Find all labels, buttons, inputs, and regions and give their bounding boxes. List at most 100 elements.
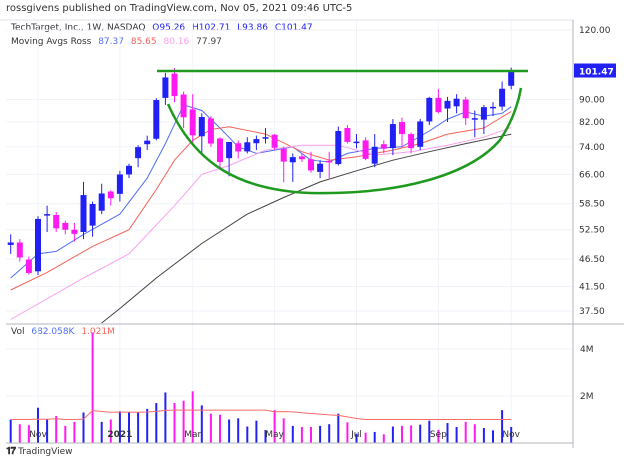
candle-body (153, 100, 160, 139)
candle (262, 127, 269, 144)
candle-body (371, 146, 378, 164)
cup-curve (166, 87, 523, 195)
candle (471, 110, 478, 138)
candle (453, 94, 460, 114)
candle (189, 94, 196, 144)
candle (7, 234, 14, 254)
candle (153, 98, 160, 141)
candle-body (271, 134, 278, 148)
candle-body (471, 118, 478, 120)
candle (53, 211, 60, 233)
last-price-label: 101.47 (579, 68, 614, 78)
candle (317, 160, 324, 179)
candle (217, 137, 223, 168)
candle-body (317, 163, 324, 172)
ma-legend[interactable]: Moving Avgs Ross 87.37 85.65 80.16 77.97 (11, 37, 226, 47)
low-value: L93.86 (237, 23, 268, 33)
candle (380, 140, 387, 154)
volume-tick-label: 2M (580, 392, 594, 402)
candle-body (499, 88, 506, 107)
candle-body (335, 130, 342, 165)
candle-body (235, 143, 242, 152)
candle (308, 151, 314, 173)
candle-body (389, 124, 396, 149)
candle (80, 181, 87, 240)
candle-body (217, 138, 223, 162)
candle-body (126, 165, 132, 175)
candle-body (508, 70, 515, 86)
candle-body (490, 106, 496, 109)
ma4-line (101, 133, 512, 324)
candle-body (25, 259, 32, 273)
candle-body (89, 203, 96, 226)
candle-body (380, 144, 387, 149)
time-tick-label: Nov (502, 430, 520, 440)
candle-body (417, 121, 424, 147)
last-price-badge (574, 63, 616, 78)
candle (116, 170, 123, 202)
candle-body (98, 193, 105, 211)
candle (207, 116, 214, 147)
candle (126, 163, 132, 179)
time-tick-label: Mar (184, 430, 201, 440)
candle-body (480, 107, 487, 120)
candle-body (326, 160, 333, 163)
candle (362, 137, 369, 161)
volume-legend: Vol 682.058K 1.021M (11, 327, 119, 337)
candle (462, 96, 469, 125)
price-tick-label: 90.00 (579, 96, 605, 106)
candle (235, 140, 242, 159)
price-tick-label: 82.00 (579, 118, 605, 128)
symbol-legend: TechTarget, Inc., 1W, NASDAQ O95.26 H102… (11, 23, 317, 33)
volume-label: Vol (11, 327, 25, 337)
price-tick-label: 58.50 (579, 200, 605, 210)
volume-ma-line (10, 409, 512, 420)
candle (417, 119, 424, 151)
volume-value: 682.058K (31, 327, 75, 337)
candle-body (453, 98, 460, 107)
candle-body (426, 97, 433, 122)
ma2-value: 85.65 (130, 37, 157, 47)
candle-body (444, 100, 451, 109)
candle (35, 216, 41, 276)
price-tick-label: 46.50 (579, 255, 605, 265)
candle (71, 222, 78, 242)
candle-body (253, 139, 260, 144)
candle (135, 145, 142, 168)
candle-body (135, 147, 142, 159)
price-tick-label: 66.00 (579, 170, 605, 180)
candle-body (198, 117, 205, 137)
candle-body (16, 242, 23, 258)
candle (180, 91, 187, 128)
ma-label: Moving Avgs Ross (11, 37, 92, 47)
ma1-value: 87.37 (98, 37, 124, 47)
candle-body (7, 242, 14, 245)
candle (244, 137, 251, 154)
price-tick-label: 52.50 (579, 226, 605, 236)
time-tick-label: Jul (350, 430, 362, 440)
candle-body (189, 109, 196, 136)
candle (389, 119, 396, 156)
candle (344, 124, 351, 144)
candle (16, 239, 23, 262)
tradingview-logo[interactable]: 𝟏𝟕 TradingView (6, 446, 73, 457)
close-value: C101.47 (274, 23, 313, 33)
candle-body (171, 73, 178, 97)
candle-body (353, 141, 360, 144)
time-tick-label: Sep (430, 430, 447, 440)
candle (426, 96, 433, 125)
tradingview-brand: TradingView (18, 446, 73, 457)
candle-body (107, 191, 114, 199)
candle-body (226, 141, 233, 159)
candle (162, 72, 169, 105)
candle (144, 135, 151, 151)
candle (253, 135, 260, 151)
time-tick-label: Nov (29, 430, 47, 440)
candle-body (262, 137, 269, 139)
candle-body (71, 229, 78, 234)
candle-body (298, 156, 305, 160)
candle-body (80, 195, 87, 233)
price-tick-label: 120.00 (579, 26, 611, 36)
